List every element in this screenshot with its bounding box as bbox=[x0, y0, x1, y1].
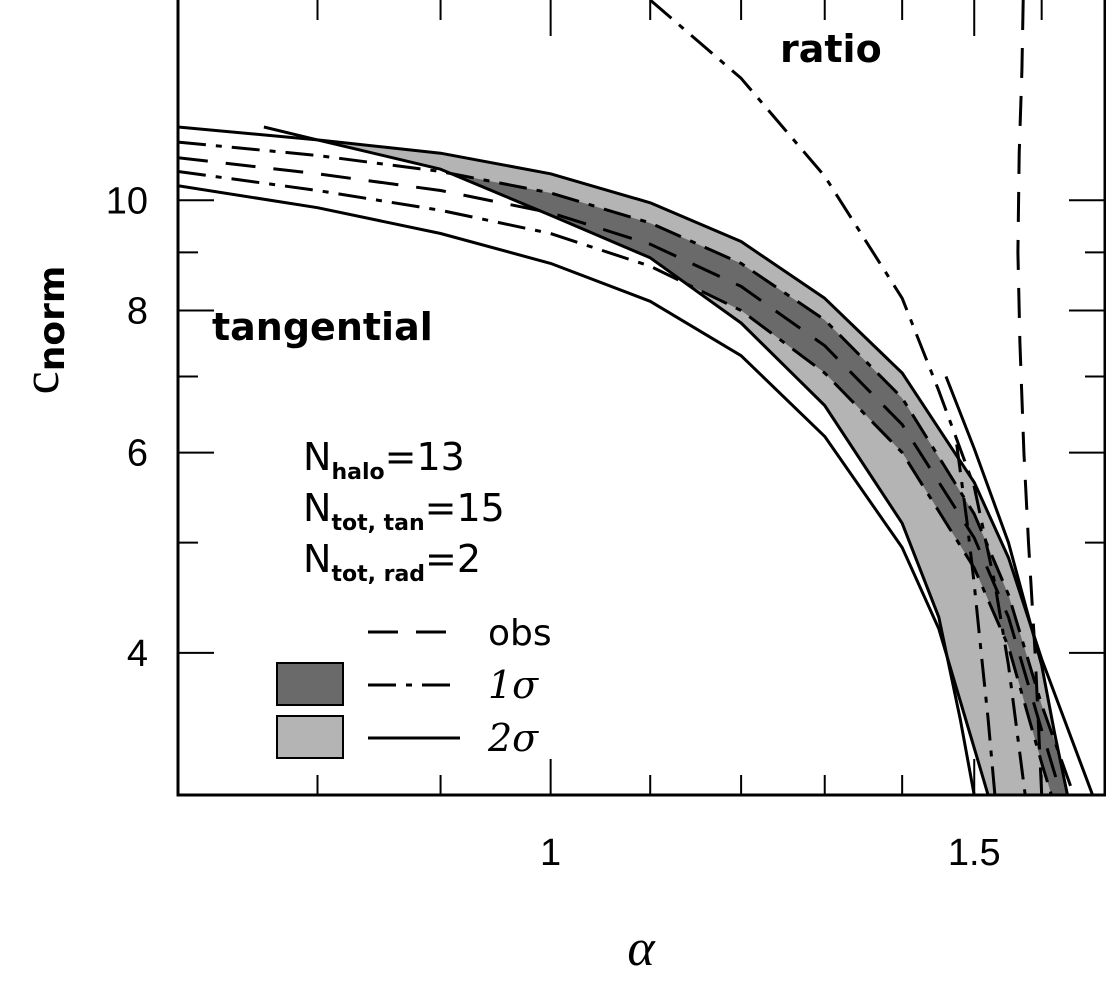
legend-label-two_sigma: 2σ bbox=[487, 716, 539, 760]
info-main: N bbox=[303, 486, 331, 530]
info-value: =13 bbox=[385, 435, 465, 479]
ratio-obs-line bbox=[1016, 0, 1044, 795]
tangential-1sigma-upper-line bbox=[178, 140, 1076, 795]
annotation-tangential: tangential bbox=[212, 305, 433, 349]
info-line: Nhalo=13 bbox=[303, 435, 465, 485]
info-main: N bbox=[303, 435, 331, 479]
x-tick-label: 1 bbox=[540, 832, 561, 874]
legend: obs 1σ 2σ bbox=[276, 613, 552, 760]
info-sub: halo bbox=[331, 460, 384, 485]
legend-label-one_sigma: 1σ bbox=[488, 663, 539, 707]
legend-swatch-two_sigma bbox=[276, 715, 344, 759]
annotation-ratio: ratio bbox=[780, 27, 882, 71]
tangential-obs-line bbox=[178, 156, 1063, 795]
y-tick-label: 6 bbox=[127, 433, 148, 475]
axis-ticks: 1 1.5 4 6 8 10 bbox=[106, 0, 1105, 874]
y-tick-label: 8 bbox=[127, 291, 148, 333]
info-line: Ntot, tan=15 bbox=[303, 486, 505, 536]
y-axis-title-sub: norm bbox=[32, 266, 73, 372]
legend-swatch-one_sigma bbox=[276, 662, 344, 706]
legend-label-obs: obs bbox=[488, 613, 552, 654]
info-main: N bbox=[303, 537, 331, 581]
tangential-1sigma-lower-line bbox=[178, 170, 1053, 795]
ratio-2sigma-lower-line bbox=[263, 125, 976, 795]
plot-frame bbox=[176, 0, 1106, 797]
y-axis-title: cnorm bbox=[13, 266, 73, 395]
svg-text:cnorm: cnorm bbox=[13, 266, 73, 395]
y-tick-label: 10 bbox=[106, 180, 148, 222]
info-value: =15 bbox=[425, 486, 505, 530]
ratio-1sigma-lower-line bbox=[955, 444, 997, 795]
tangential-2sigma-upper-line bbox=[178, 125, 1095, 795]
excluded-region-right bbox=[946, 376, 1105, 795]
info-sub: tot, rad bbox=[331, 562, 425, 587]
ratio-2sigma-upper-line bbox=[944, 375, 1069, 795]
y-tick-label: 4 bbox=[127, 633, 148, 675]
info-line: Ntot, rad=2 bbox=[303, 537, 481, 587]
info-sub: tot, tan bbox=[331, 511, 424, 536]
x-axis-title: α bbox=[627, 920, 656, 977]
info-value: =2 bbox=[425, 537, 481, 581]
ratio-1sigma-upper-line bbox=[649, 0, 1027, 795]
x-tick-label: 1.5 bbox=[948, 832, 1001, 874]
plot-area bbox=[178, 0, 1105, 795]
y-axis-title-main: c bbox=[13, 371, 70, 394]
